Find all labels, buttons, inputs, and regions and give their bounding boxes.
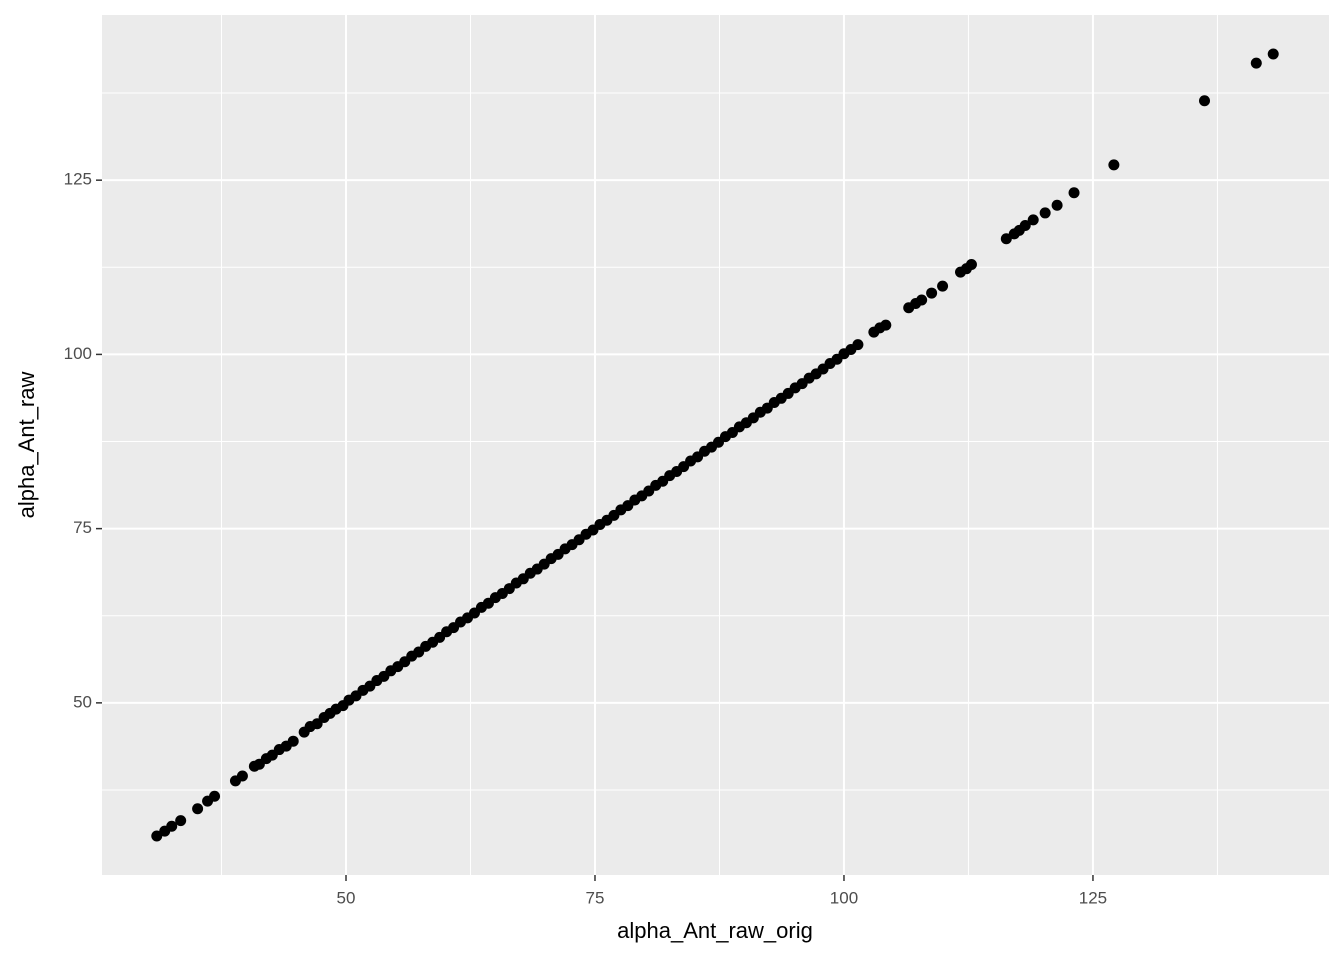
x-tick-label: 50 [337, 888, 356, 907]
point [1199, 95, 1211, 107]
x-tick-label: 100 [830, 888, 858, 907]
point [1068, 187, 1080, 199]
point [175, 815, 187, 827]
point [916, 294, 928, 306]
point [852, 339, 864, 351]
point [1000, 233, 1012, 245]
point [1019, 219, 1031, 231]
point [209, 790, 221, 802]
y-tick-label: 100 [64, 344, 92, 363]
y-tick-label: 50 [73, 692, 92, 711]
point [926, 287, 938, 299]
point [166, 820, 178, 832]
point [1108, 159, 1120, 171]
point [287, 735, 299, 747]
y-tick-label: 125 [64, 170, 92, 189]
x-tick-label: 125 [1079, 888, 1107, 907]
point [965, 258, 977, 270]
point [236, 770, 248, 782]
point [192, 803, 204, 815]
point [1250, 57, 1262, 69]
y-tick-label: 75 [73, 518, 92, 537]
point [1051, 199, 1063, 211]
x-tick-label: 75 [586, 888, 605, 907]
point [151, 830, 163, 842]
x-axis-title: alpha_Ant_raw_orig [617, 918, 813, 943]
point [880, 319, 892, 331]
point [1027, 214, 1039, 226]
point [937, 280, 949, 292]
point [1039, 207, 1051, 219]
point [1267, 48, 1279, 60]
y-axis-title: alpha_Ant_raw [14, 372, 39, 519]
